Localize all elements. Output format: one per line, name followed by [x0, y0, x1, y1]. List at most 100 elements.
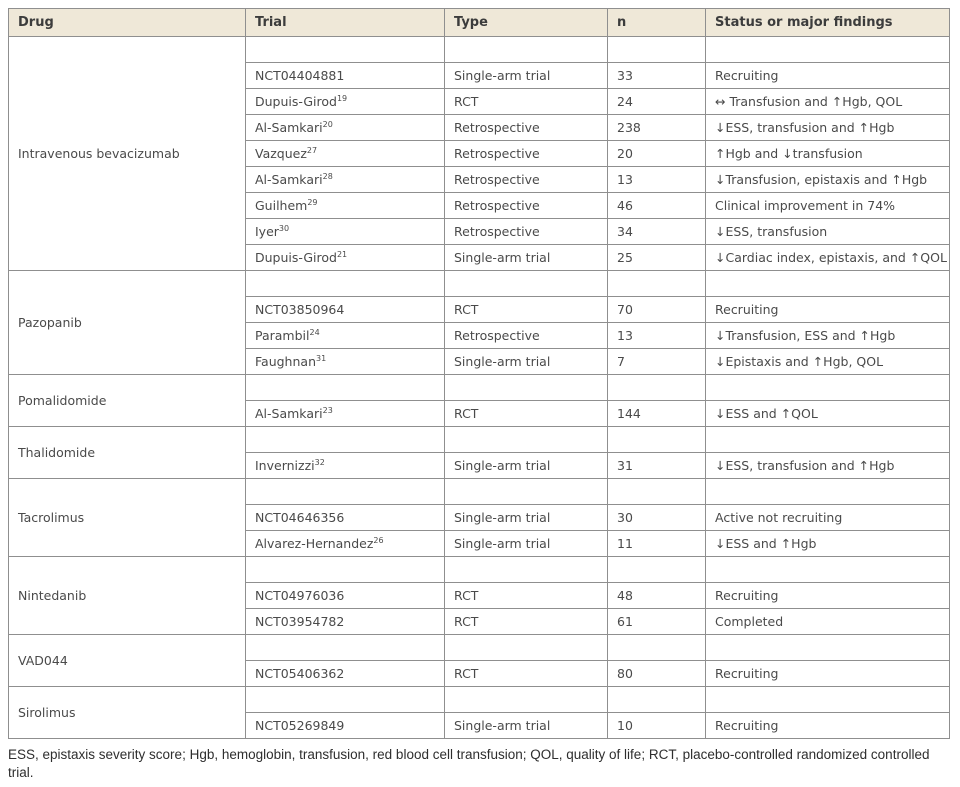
trial-name: NCT04404881: [255, 68, 345, 83]
finding-cell: ↓Cardiac index, epistaxis, and ↑QOL: [705, 244, 950, 271]
column-header-trial: Trial: [245, 8, 445, 37]
table-row: Nintedanib: [8, 556, 950, 635]
n-cell-empty: [607, 634, 706, 661]
trial-cell: Invernizzi32: [245, 452, 445, 479]
type-cell: Single-arm trial: [444, 62, 608, 89]
n-cell-empty: [607, 556, 706, 583]
type-cell: Retrospective: [444, 218, 608, 245]
table-row: Al-Samkari20 Retrospective 238 ↓ESS, transf…: [9, 114, 950, 141]
trial-cell: Al-Samkari28: [245, 166, 445, 193]
table-row: NCT04646356 Single-arm trial 30 Active not …: [9, 504, 950, 531]
finding-cell: ↓Transfusion, ESS and ↑Hgb: [705, 322, 950, 349]
table-row: Dupuis-Girod21 Single-arm trial 25 ↓Cardiac…: [9, 244, 950, 271]
trial-cell-empty: [245, 478, 445, 505]
trial-cell: NCT04976036: [245, 582, 445, 609]
finding-cell-empty: [705, 36, 950, 63]
finding-cell: Recruiting: [705, 296, 950, 323]
type-cell: RCT: [444, 400, 608, 427]
trial-name: Faughnan: [255, 354, 316, 369]
trial-cell: Guilhem29: [245, 192, 445, 219]
n-cell-empty: [607, 426, 706, 453]
table-row: NCT03850964 RCT 70 Recruiting: [9, 296, 950, 323]
trial-cell-empty: [245, 270, 445, 297]
table-row: NCT04976036 RCT 48 Recruiting: [9, 582, 950, 609]
trial-name: Invernizzi: [255, 458, 315, 473]
table-header-row: Drug Trial Type n Status or major findin…: [8, 8, 950, 37]
n-cell-empty: [607, 478, 706, 505]
table-row: Intravenous bevacizumab: [8, 36, 950, 271]
table-row: NCT03954782 RCT 61 Completed: [9, 608, 950, 635]
reference-superscript: 19: [336, 93, 348, 103]
trial-cell-empty: [245, 634, 445, 661]
trial-cell: NCT05406362: [245, 660, 445, 687]
drug-cell: Sirolimus: [8, 686, 246, 739]
reference-superscript: 31: [316, 353, 327, 363]
type-cell-empty: [444, 270, 608, 297]
column-header-status: Status or major findings: [705, 8, 950, 37]
n-cell-empty: [607, 36, 706, 63]
n-cell: 13: [607, 166, 706, 193]
type-cell: Single-arm trial: [444, 530, 608, 557]
finding-cell-empty: [705, 478, 950, 505]
type-cell: Single-arm trial: [444, 348, 608, 375]
type-cell: Single-arm trial: [444, 244, 608, 271]
type-cell: RCT: [444, 296, 608, 323]
n-cell: 46: [607, 192, 706, 219]
trial-cell: Al-Samkari23: [245, 400, 445, 427]
trial-name: NCT05406362: [255, 666, 345, 681]
n-cell: 31: [607, 452, 706, 479]
n-cell: 25: [607, 244, 706, 271]
type-cell: Retrospective: [444, 140, 608, 167]
trial-name: NCT03850964: [255, 302, 345, 317]
table-row: Al-Samkari28 Retrospective 13 ↓Transfusion,…: [9, 166, 950, 193]
table-row: Parambil24 Retrospective 13 ↓Transfusion, E…: [9, 322, 950, 349]
trial-cell-empty: [245, 426, 445, 453]
drug-cell: Thalidomide: [8, 426, 246, 479]
trial-cell: NCT03850964: [245, 296, 445, 323]
n-cell: 30: [607, 504, 706, 531]
finding-cell-empty: [705, 426, 950, 453]
column-header-n: n: [607, 8, 706, 37]
reference-superscript: 23: [322, 405, 333, 415]
table-row: Sirolimus: [8, 686, 950, 739]
trial-cell: Alvarez-Hernandez26: [245, 530, 445, 557]
type-cell: Retrospective: [444, 114, 608, 141]
table-row: Thalidomide: [8, 426, 950, 479]
type-cell-empty: [444, 556, 608, 583]
table-row: Al-Samkari23 RCT 144 ↓ESS and ↑QOL: [9, 400, 950, 427]
clinical-trials-table: Drug Trial Type n Status or major findin…: [8, 8, 950, 739]
trial-cell: NCT03954782: [245, 608, 445, 635]
table-row: Invernizzi32 Single-arm trial 31 ↓ESS, tran…: [9, 452, 950, 479]
trial-cell: Vazquez27: [245, 140, 445, 167]
reference-superscript: 21: [336, 249, 348, 259]
finding-cell-empty: [705, 270, 950, 297]
n-cell: 34: [607, 218, 706, 245]
trial-cell: Dupuis-Girod19: [245, 88, 445, 115]
n-cell: 144: [607, 400, 706, 427]
n-cell: 13: [607, 322, 706, 349]
trial-name: Al-Samkari: [255, 406, 323, 421]
n-cell: 10: [607, 712, 706, 739]
finding-cell: ↓Transfusion, epistaxis and ↑Hgb: [705, 166, 950, 193]
table-row: Iyer30 Retrospective 34 ↓ESS, transfusion: [9, 218, 950, 245]
reference-superscript: 20: [322, 119, 333, 129]
type-cell: Retrospective: [444, 192, 608, 219]
trial-name: Al-Samkari: [255, 172, 323, 187]
finding-cell: ↑Hgb and ↓transfusion: [705, 140, 950, 167]
trial-cell-empty: [245, 36, 445, 63]
finding-cell: Recruiting: [705, 712, 950, 739]
trial-cell: Parambil24: [245, 322, 445, 349]
drug-cell: Intravenous bevacizumab: [8, 36, 246, 271]
trial-cell-empty: [245, 374, 445, 401]
reference-superscript: 29: [307, 197, 318, 207]
table-row: Vazquez27 Retrospective 20 ↑Hgb and ↓transf…: [9, 140, 950, 167]
n-cell: 48: [607, 582, 706, 609]
finding-cell-empty: [705, 374, 950, 401]
n-cell-empty: [607, 270, 706, 297]
finding-cell: Recruiting: [705, 62, 950, 89]
trial-cell: Dupuis-Girod21: [245, 244, 445, 271]
finding-cell-empty: [705, 556, 950, 583]
finding-cell: Clinical improvement in 74%: [705, 192, 950, 219]
table-row: Pomalidomide: [8, 374, 950, 427]
type-cell: Retrospective: [444, 322, 608, 349]
